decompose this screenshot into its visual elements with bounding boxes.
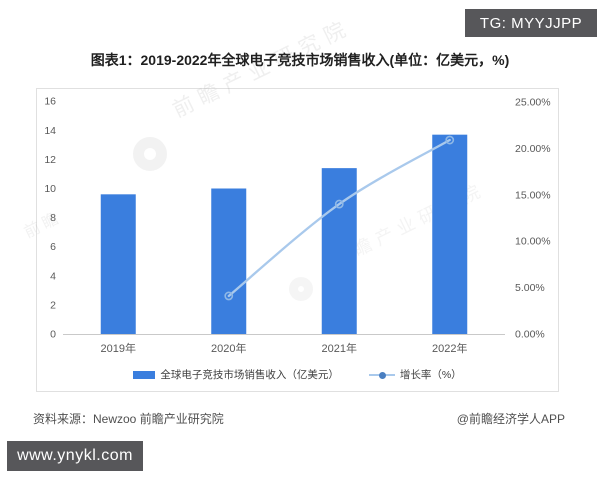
svg-text:15.00%: 15.00%	[515, 189, 551, 201]
svg-text:12: 12	[44, 154, 56, 166]
url-text: www.ynykl.com	[17, 447, 133, 464]
svg-text:6: 6	[50, 241, 56, 253]
chart-legend: 全球电子竞技市场销售收入（亿美元） 增长率（%）	[37, 367, 558, 382]
x-axis-labels: 2019年 2020年 2021年 2022年	[101, 341, 468, 355]
data-source-text: 资料来源：Newzoo 前瞻产业研究院	[33, 412, 224, 426]
svg-text:10.00%: 10.00%	[515, 236, 551, 248]
legend-line-swatch-icon	[368, 371, 395, 379]
tg-contact-badge: TG: MYYJJPP	[465, 9, 597, 37]
svg-text:16: 16	[44, 96, 56, 108]
svg-text:0.00%: 0.00%	[515, 329, 545, 341]
bar-2021年	[321, 168, 357, 334]
svg-text:14: 14	[44, 125, 56, 137]
svg-text:2022年: 2022年	[432, 341, 467, 355]
bar-2020年	[211, 188, 247, 334]
bar-2022年	[432, 134, 468, 334]
svg-text:2: 2	[50, 299, 56, 311]
svg-text:5.00%: 5.00%	[515, 282, 545, 294]
svg-text:0: 0	[50, 329, 56, 341]
svg-text:4: 4	[50, 270, 56, 282]
legend-item-growth: 增长率（%）	[368, 367, 462, 382]
svg-text:10: 10	[44, 183, 56, 195]
legend-item-revenue: 全球电子竞技市场销售收入（亿美元）	[133, 367, 339, 382]
combo-chart: 0 2 4 6 8 10 12 14 16 0.00% 5.00% 10.00% 15.00% 20.00…	[44, 96, 551, 355]
growth-line	[227, 138, 451, 298]
svg-text:2020年: 2020年	[211, 341, 246, 355]
revenue-bars	[100, 134, 468, 334]
legend-revenue-label: 全球电子竞技市场销售收入（亿美元）	[160, 369, 339, 381]
svg-text:2019年: 2019年	[101, 341, 136, 355]
chart-panel: 前瞻产业研究院 前瞻产业研究院 前瞻 0 2 4 6 8 10 12 14 16 0.00% 5.0…	[22, 16, 559, 392]
svg-text:2021年: 2021年	[322, 341, 357, 355]
y-axis-right-labels: 0.00% 5.00% 10.00% 15.00% 20.00% 25.00%	[515, 97, 551, 341]
legend-growth-label: 增长率（%）	[399, 369, 462, 381]
svg-text:8: 8	[50, 212, 56, 224]
legend-line-dot	[378, 371, 386, 379]
legend-bar-swatch-icon	[133, 370, 156, 379]
y-axis-left-labels: 0 2 4 6 8 10 12 14 16	[44, 96, 56, 341]
bar-2019年	[100, 194, 136, 334]
svg-text:20.00%: 20.00%	[515, 143, 551, 155]
credit-text: @前瞻经济学人APP	[456, 412, 565, 426]
growth-line-markers	[224, 135, 455, 301]
chart-title: 图表1：2019-2022年全球电子竞技市场销售收入(单位：亿美元，%)	[90, 52, 510, 68]
tg-contact-text: TG: MYYJJPP	[479, 14, 583, 32]
url-badge: www.ynykl.com	[7, 441, 143, 471]
svg-text:25.00%: 25.00%	[515, 97, 551, 109]
